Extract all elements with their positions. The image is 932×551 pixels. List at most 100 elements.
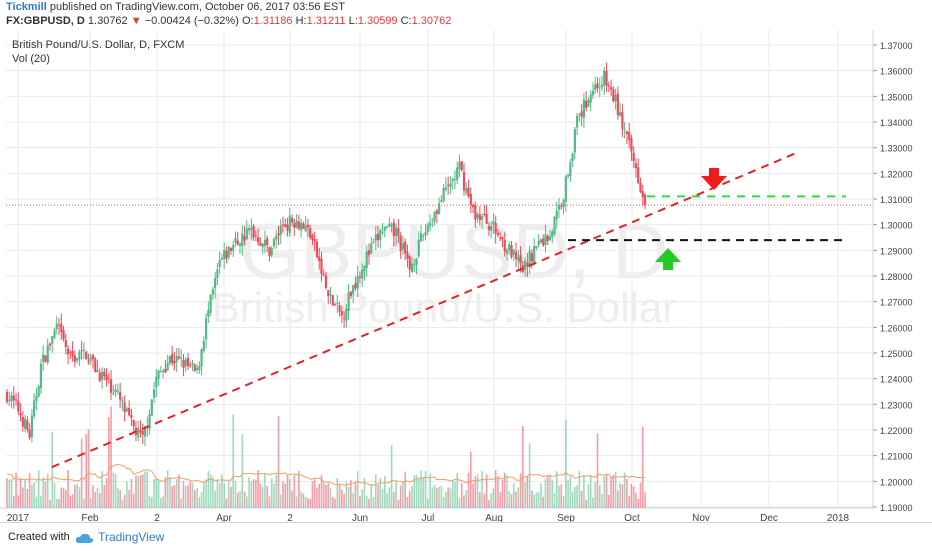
candle-body <box>499 237 502 239</box>
volume-bar <box>555 471 558 508</box>
candle-body <box>637 167 640 183</box>
candle-body <box>361 269 364 279</box>
volume-bar <box>311 481 314 508</box>
volume-bar <box>295 496 298 508</box>
candle-body <box>211 289 214 295</box>
candle-body <box>175 355 178 363</box>
candle-body <box>71 351 74 357</box>
volume-bar <box>191 482 194 508</box>
candle-body <box>62 330 65 340</box>
y-tick-label: 1.34000 <box>880 118 913 128</box>
price-chart[interactable]: GBPUSD, D British Pound/U.S. Dollar Brit… <box>0 30 932 522</box>
volume-bar <box>363 478 366 508</box>
volume-bar <box>583 475 585 508</box>
candle-body <box>569 162 572 177</box>
volume-bar <box>266 486 268 508</box>
y-tick-label: 1.26000 <box>880 323 913 333</box>
volume-bar <box>411 486 413 508</box>
volume-bar <box>320 475 323 508</box>
candle-body <box>245 228 248 240</box>
x-tick-label: 2018 <box>827 513 850 522</box>
volume-bar <box>460 483 463 508</box>
volume-bar <box>71 494 74 508</box>
volume-bar <box>469 451 472 508</box>
candle-body <box>21 416 24 427</box>
volume-bar <box>103 485 106 508</box>
volume-bar <box>524 482 526 508</box>
candle-body <box>494 223 497 234</box>
candle-body <box>89 357 92 361</box>
volume-bar <box>628 496 630 508</box>
change-value: −0.00424 (−0.32%) <box>144 15 239 27</box>
candle-body <box>241 233 244 247</box>
volume-bar <box>440 486 443 508</box>
candle-body <box>628 131 631 140</box>
candle-body <box>46 345 49 363</box>
candle-body <box>422 235 425 237</box>
candle-body <box>259 242 262 246</box>
candle-body <box>12 395 15 401</box>
candle-body <box>302 223 305 229</box>
volume-bar <box>289 479 291 508</box>
candle-body <box>200 349 203 367</box>
candle-body <box>78 351 81 360</box>
volume-bar <box>46 473 49 508</box>
candle-body <box>589 94 592 103</box>
candle-body <box>401 243 405 250</box>
candle-body <box>306 224 310 228</box>
x-tick-label: 2017 <box>7 513 30 522</box>
volume-bar <box>404 471 406 508</box>
candle-body <box>528 250 531 268</box>
grid <box>6 30 872 508</box>
volume-bar <box>252 479 255 508</box>
y-tick-label: 1.23000 <box>880 400 913 410</box>
volume-bar <box>592 497 594 508</box>
candle-body <box>379 230 382 240</box>
candle-body <box>370 243 373 254</box>
candle-body <box>313 239 316 242</box>
volume-bar <box>286 474 289 508</box>
volume-bar <box>49 499 51 508</box>
candle-body <box>315 241 319 258</box>
volume-bar <box>456 472 459 508</box>
author-link[interactable]: Tickmill <box>6 1 47 13</box>
volume-bar <box>506 475 508 508</box>
candle-body <box>431 220 434 222</box>
volume-bar <box>60 487 63 508</box>
volume-bar <box>169 477 171 508</box>
volume-bar <box>420 470 422 508</box>
candle-body <box>53 330 56 338</box>
candle-body <box>492 220 495 225</box>
volume-bar <box>55 499 58 508</box>
volume-bar <box>605 474 608 508</box>
candle-body <box>582 99 586 118</box>
volume-bar <box>277 415 280 508</box>
candle-body <box>551 231 554 238</box>
volume-bar <box>105 478 108 508</box>
volume-bar <box>225 498 228 508</box>
volume-bar <box>241 434 244 508</box>
volume-bar <box>535 492 538 508</box>
candle-body <box>363 265 366 272</box>
volume-bar <box>589 475 592 508</box>
volume-bar <box>279 494 282 508</box>
candle-body <box>598 87 601 89</box>
volume-bar <box>62 487 65 508</box>
candle-body <box>55 323 58 330</box>
candle-body <box>474 205 477 220</box>
volume-bar <box>132 493 135 508</box>
volume-bar <box>481 471 483 508</box>
candle-body <box>322 274 325 276</box>
publish-info: Tickmill published on TradingView.com, O… <box>6 1 345 13</box>
volume-bar <box>436 487 438 508</box>
volume-bar <box>187 485 189 508</box>
candle-body <box>279 225 282 236</box>
candle-body <box>476 213 479 218</box>
volume-bar <box>130 478 133 508</box>
volume-bar <box>635 492 637 508</box>
tradingview-logo[interactable]: TradingView <box>75 530 164 544</box>
volume-bar <box>307 498 309 508</box>
volume-bar <box>214 490 216 508</box>
volume-bar <box>325 485 327 508</box>
candle-body <box>191 363 194 365</box>
